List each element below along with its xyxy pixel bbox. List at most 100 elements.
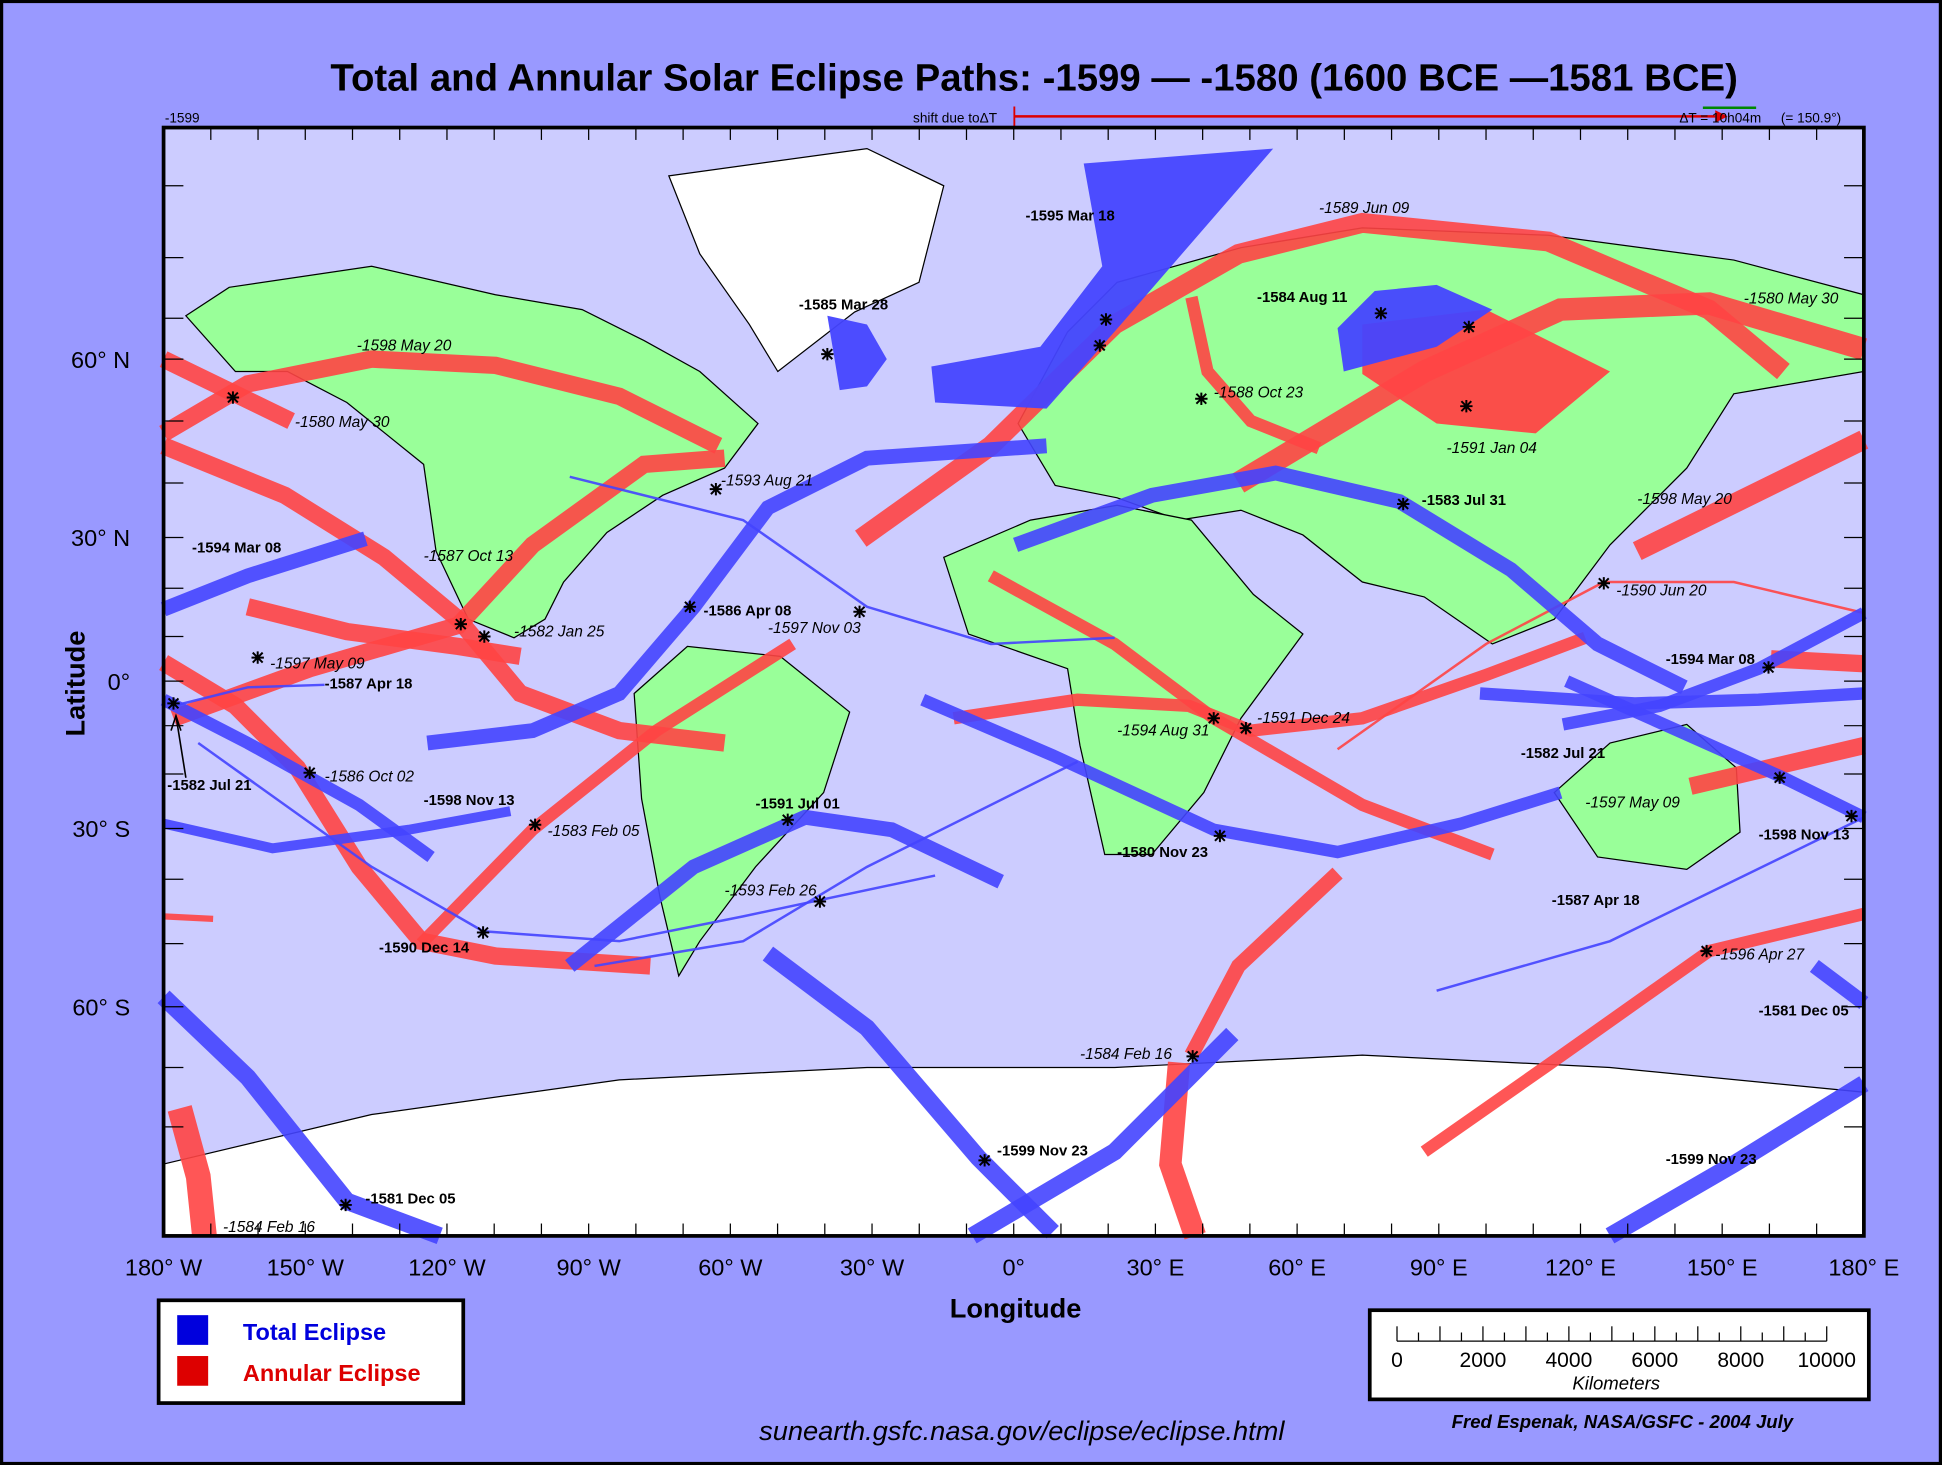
eclipse-label-annular: -1580 May 30 <box>1744 290 1839 307</box>
greatest-eclipse-star-icon <box>1460 399 1473 413</box>
total-eclipse-path <box>173 683 325 708</box>
eclipse-label-annular: -1583 Feb 05 <box>547 823 639 840</box>
lon-label: 180° E <box>1828 1255 1899 1281</box>
eclipse-label-total: -1580 Nov 23 <box>1117 845 1208 861</box>
legend-box <box>156 1298 466 1405</box>
lat-label-30n: 30° N <box>71 525 130 551</box>
eclipse-label-total: -1582 Jul 21 <box>1521 746 1605 762</box>
total-eclipse-path <box>1337 284 1493 372</box>
eclipse-label-total: -1587 Apr 18 <box>1552 893 1640 909</box>
world-map: -1595 Mar 18 -1585 Mar 28 -1584 Aug 11 -158… <box>157 125 1869 1245</box>
scale-label: 2000 <box>1460 1349 1507 1372</box>
eclipse-label-total: -1585 Mar 28 <box>799 298 888 314</box>
lon-label: 150° E <box>1687 1255 1758 1281</box>
eclipse-label-total: -1599 Nov 23 <box>1666 1152 1757 1168</box>
greatest-eclipse-star-icon <box>821 347 834 361</box>
total-eclipse-path <box>1436 816 1865 992</box>
annular-eclipse-path <box>159 351 295 429</box>
eclipse-label-annular: -1597 May 09 <box>270 656 365 673</box>
land-greenland <box>667 147 945 373</box>
greatest-eclipse-star-icon <box>813 895 827 908</box>
greatest-eclipse-star-icon <box>1597 577 1611 590</box>
distance-scale: Kilometers 0 2000 4000 6000 8000 10000 <box>1367 1308 1871 1402</box>
greatest-eclipse-star-icon <box>709 482 723 496</box>
lon-label: 150° W <box>267 1255 345 1281</box>
land-south-america <box>633 645 851 978</box>
scale-label: 8000 <box>1717 1349 1764 1372</box>
total-eclipse-path <box>197 742 936 943</box>
eclipse-label-total: -1581 Dec 05 <box>365 1192 455 1208</box>
greatest-eclipse-star-icon <box>454 617 467 631</box>
delta-t-degrees: (= 150.9°) <box>1781 111 1841 126</box>
legend-label-total: Total Eclipse <box>243 1319 386 1345</box>
lon-label: 60° E <box>1268 1255 1326 1281</box>
lat-label-30s: 30° S <box>72 816 130 842</box>
greatest-eclipse-star-icon <box>1462 320 1476 334</box>
greatest-eclipse-star-icon <box>1845 809 1858 823</box>
eclipse-label-total: -1582 Jul 21 <box>167 778 251 794</box>
eclipse-label-annular: -1598 May 20 <box>357 337 452 354</box>
land-australia <box>1553 723 1741 870</box>
greatest-eclipse-star-icon <box>476 926 490 939</box>
eclipse-label-annular: -1596 Apr 27 <box>1715 947 1805 964</box>
total-eclipse-path <box>967 1027 1239 1244</box>
eclipse-label-annular: -1598 May 20 <box>1637 491 1732 508</box>
annular-eclipse-path <box>1184 867 1343 1059</box>
total-eclipse-path <box>1479 687 1865 710</box>
annular-eclipse-path <box>163 913 214 922</box>
eclipse-label-total: -1595 Mar 18 <box>1025 208 1114 224</box>
total-eclipse-path <box>920 693 1563 859</box>
total-eclipse-path <box>569 475 1115 646</box>
eclipse-label-total: -1591 Jul 01 <box>756 797 840 813</box>
eclipse-label-annular: -1589 Jun 09 <box>1319 200 1410 217</box>
eclipse-label-annular: -1593 Feb 26 <box>725 882 817 899</box>
y-axis-title: Latitude <box>59 631 90 737</box>
lon-label: 0° <box>1002 1255 1024 1281</box>
lat-label-60s: 60° S <box>72 994 130 1020</box>
eclipse-label-annular: -1587 Oct 13 <box>424 548 514 565</box>
lon-label: 120° W <box>408 1255 486 1281</box>
greatest-eclipse-star-icon <box>528 818 542 831</box>
total-eclipse-path <box>157 990 443 1245</box>
eclipse-label-annular: -1590 Jun 20 <box>1616 583 1707 600</box>
legend: Total Eclipse Annular Eclipse <box>156 1298 466 1405</box>
eclipse-label-total: -1581 Dec 05 <box>1759 1003 1849 1019</box>
total-eclipse-path <box>931 148 1274 409</box>
lat-label-60n: 60° N <box>71 347 130 373</box>
lon-label: 180° W <box>125 1255 203 1281</box>
eclipse-label-annular: -1588 Oct 23 <box>1214 385 1304 402</box>
legend-swatch-total <box>177 1315 209 1345</box>
annular-eclipse-path <box>1232 292 1868 493</box>
greatest-eclipse-star-icon <box>1762 661 1775 674</box>
source-url[interactable]: sunearth.gsfc.nasa.gov/eclipse/eclipse.h… <box>759 1415 1285 1446</box>
total-eclipse-path <box>762 946 1059 1239</box>
eclipse-label-total: -1583 Jul 31 <box>1422 493 1506 509</box>
map-title: Total and Annular Solar Eclipse Paths: -… <box>330 56 1738 99</box>
greatest-eclipse-star-icon <box>1397 497 1410 511</box>
lon-label: 60° W <box>698 1255 763 1281</box>
scale-label: 10000 <box>1797 1349 1856 1372</box>
annular-eclipse-path <box>1420 907 1866 1157</box>
latitude-axis: 60° N 30° N 0° 30° S 60° S Latitude <box>59 347 130 1021</box>
total-eclipse-path <box>1809 959 1869 1010</box>
greatest-eclipse-star-icon <box>226 391 240 404</box>
annular-eclipse-path <box>245 598 522 665</box>
eclipse-label-annular: -1584 Feb 16 <box>223 1219 315 1236</box>
greatest-eclipse-star-icon <box>1195 392 1208 405</box>
lon-label: 90° W <box>557 1255 622 1281</box>
eclipse-label-annular: -1582 Jan 25 <box>514 624 605 641</box>
eclipse-label-total: -1594 Mar 08 <box>192 540 281 556</box>
eclipse-label-total: -1586 Apr 08 <box>704 603 792 619</box>
lon-label: 30° W <box>840 1255 905 1281</box>
greatest-eclipse-star-icon <box>683 600 697 613</box>
lon-label: 120° E <box>1545 1255 1616 1281</box>
greatest-eclipse-star-icon <box>781 813 794 826</box>
total-eclipse-path <box>1561 607 1867 731</box>
eclipse-label-total: -1584 Aug 11 <box>1257 290 1347 306</box>
delta-t-value: ΔT = 10h04m <box>1679 111 1761 126</box>
eclipse-paths <box>157 148 1869 1245</box>
eclipse-label-annular: -1593 Aug 21 <box>721 472 813 489</box>
greatest-eclipse-star-icon <box>1186 1050 1199 1063</box>
lat-label-0: 0° <box>108 669 130 695</box>
greatest-eclipse-star-icon <box>478 630 491 643</box>
